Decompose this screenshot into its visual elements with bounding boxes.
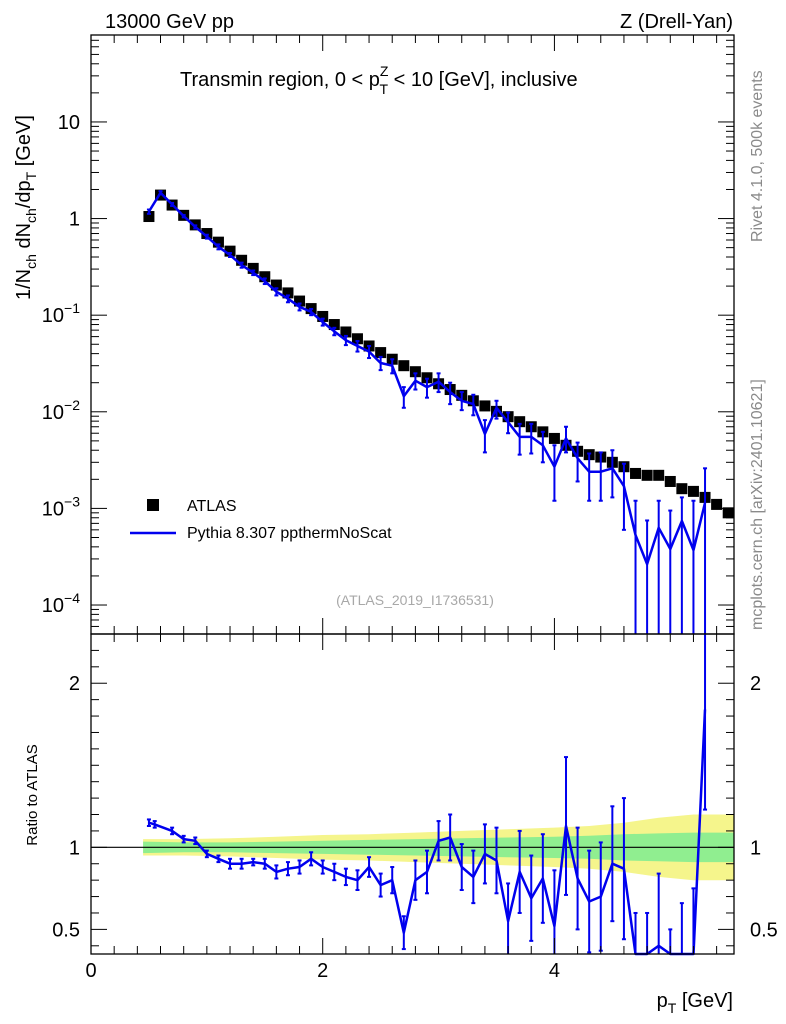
atlas-data-point [351,333,363,345]
mcplots-label: mcplots.cern.ch [arXiv:2401.10621] [749,379,766,630]
x-tick-label: 2 [317,960,328,982]
atlas-data-point [548,432,560,444]
analysis-id-watermark: (ATLAS_2019_I1736531) [336,592,494,608]
atlas-data-point [340,326,352,338]
legend: ATLAS Pythia 8.307 ppthermNoScat [130,498,392,542]
y-tick-label: 10−1 [42,300,80,327]
ratio-y-tick-label-left: 1 [69,837,80,859]
x-axis-label: pT [GeV] [657,990,733,1016]
atlas-data-point [236,254,248,266]
ratio-plot-panel: 0.5 0.5 1 1 2 2 0 2 4 Ratio to ATLAS pT [GeV] [24,633,778,1016]
y-tick-label: 10−2 [42,397,80,424]
ratio-y-tick-label-right: 0.5 [750,919,778,941]
atlas-data-point [514,416,526,428]
y-tick-label: 10 [58,112,80,134]
atlas-data-point [630,467,642,479]
atlas-data-point [653,469,665,481]
atlas-data-point [375,347,387,359]
atlas-data-point [409,366,421,378]
legend-atlas-label: ATLAS [187,498,237,515]
ratio-y-tick-label-right: 1 [750,837,761,859]
atlas-data-point [722,507,734,519]
ratio-y-tick-labels: 0.5 0.5 1 1 2 2 [52,673,778,941]
main-plot-frame [90,34,735,635]
legend-pythia-label: Pythia 8.307 ppthermNoScat [187,525,392,542]
x-tick-labels: 0 2 4 [85,960,560,982]
header-collision-energy: 13000 GeV pp [105,11,234,33]
atlas-data-point [143,211,155,223]
main-y-tick-labels: 10−4 10−3 10−2 10−1 1 10 [42,112,80,617]
main-axis-ticks [90,35,734,634]
ratio-axis-ticks [90,633,734,954]
ratio-plot-data [146,634,708,956]
main-y-axis-label: 1/Nch dNch/dpT [GeV] [13,115,39,300]
ratio-plot-frame [90,633,735,955]
atlas-data-point [479,400,491,412]
header-process: Z (Drell-Yan) [620,11,733,33]
rivet-version-label: Rivet 4.1.0, 500k events [749,70,766,242]
y-tick-label: 10−4 [42,590,80,617]
atlas-data-point [687,485,699,497]
atlas-data-point [294,295,306,307]
main-plot-panel: 10−4 10−3 10−2 10−1 1 10 Transmin region, 0 <… [13,34,735,635]
atlas-data-point [664,475,676,487]
atlas-data-point [247,262,259,274]
atlas-data-point [711,498,723,510]
atlas-data-point [676,483,688,495]
y-tick-label: 10−3 [42,493,80,520]
atlas-data-point [398,360,410,372]
y-tick-label: 1 [69,209,80,231]
main-plot-title: Transmin region, 0 < pZ T < 10 [GeV], inc… [180,63,578,97]
ratio-y-tick-label-left: 2 [69,673,80,695]
atlas-data-point [328,319,340,331]
x-tick-label: 4 [549,960,560,982]
atlas-data-point [224,245,236,257]
ratio-series-line [148,709,707,956]
pythia-series-line [147,191,707,566]
ratio-y-tick-label-right: 2 [750,673,761,695]
legend-atlas-marker [147,499,159,511]
atlas-data-point [317,310,329,322]
atlas-data-point [282,287,294,299]
atlas-data-point [201,228,213,240]
atlas-data-point [641,469,653,481]
main-plot-data [143,189,734,634]
ratio-y-axis-label: Ratio to ATLAS [24,744,41,845]
atlas-data-point [270,279,282,291]
ratio-y-tick-label-left: 0.5 [52,919,80,941]
atlas-data-point [212,236,224,248]
x-tick-label: 0 [85,960,96,982]
atlas-data-point [259,271,271,283]
